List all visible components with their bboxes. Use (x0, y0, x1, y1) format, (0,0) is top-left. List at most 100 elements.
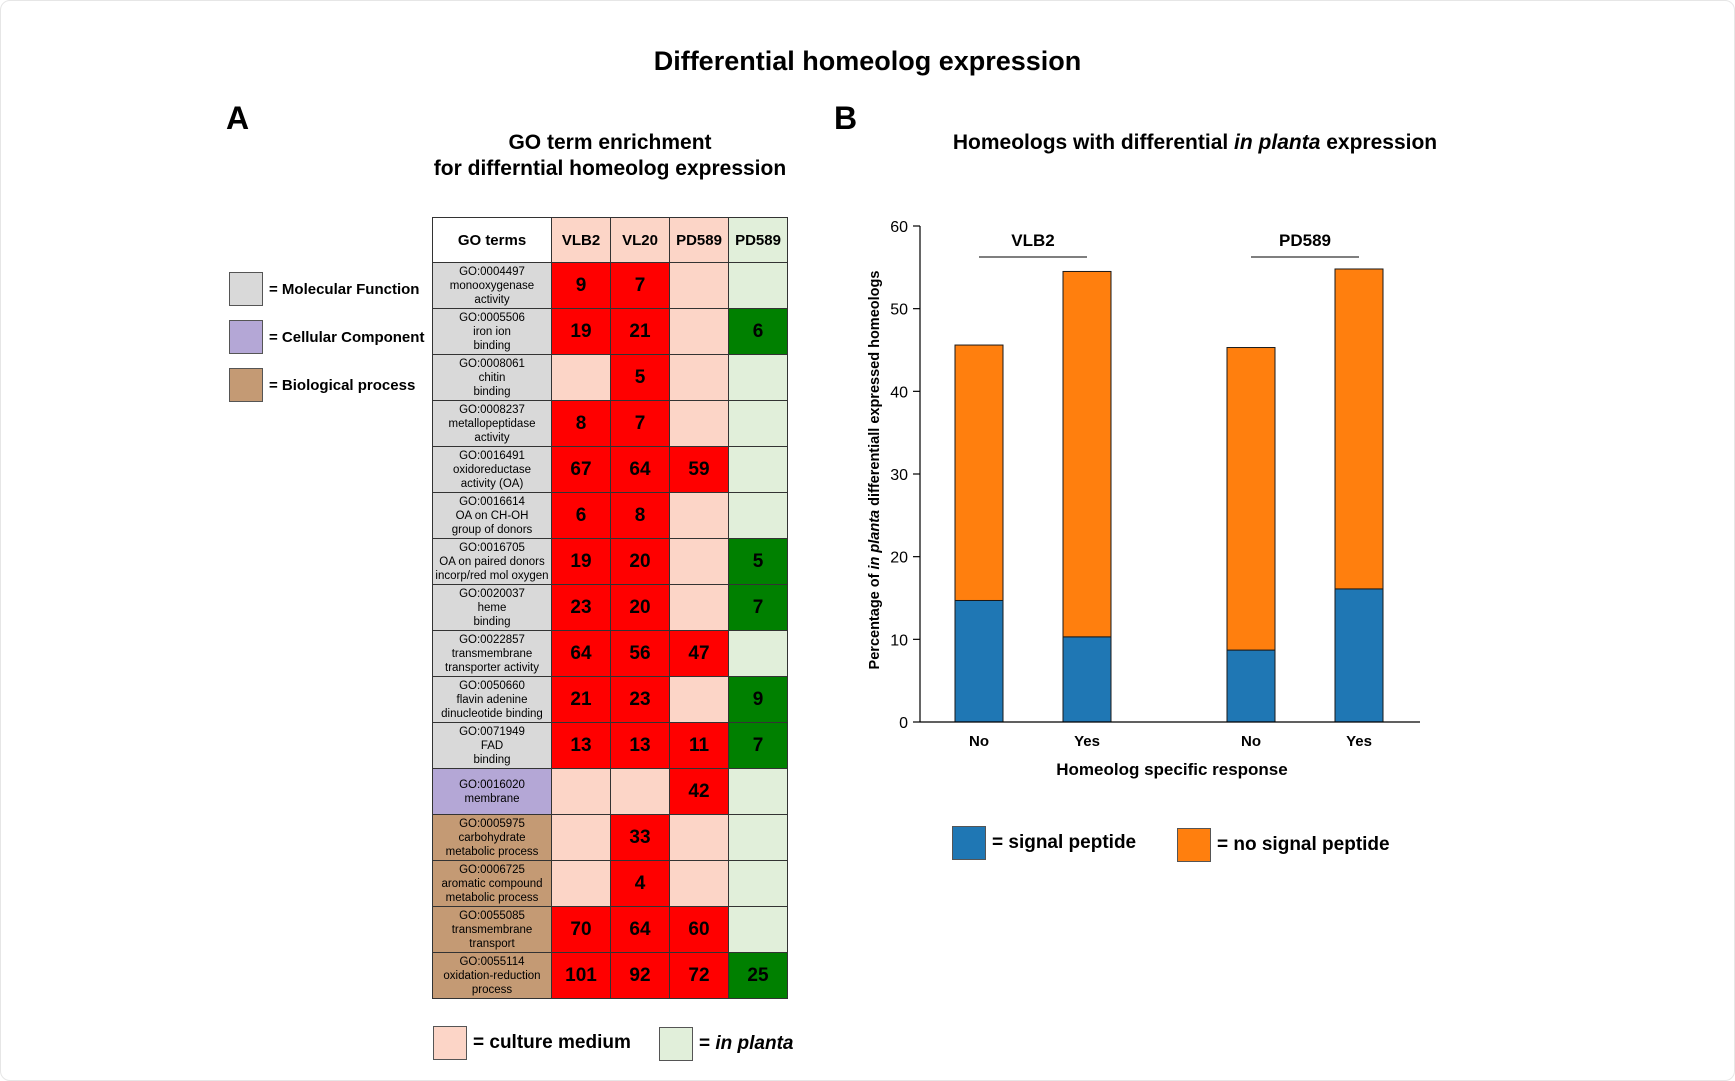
table-row: GO:0055085 transmembrane transport 70 64 60 (432, 906, 788, 953)
go-term-line: OA on CH-OH (455, 509, 529, 522)
enrichment-count-cell: 21 (610, 308, 670, 355)
panel-b-title: Homeologs with differential in planta ex… (900, 130, 1490, 156)
enrichment-count-cell: 72 (669, 952, 729, 999)
go-term-line: transmembrane (451, 923, 533, 936)
go-term-cell: GO:0022857 transmembrane transporter activ… (432, 630, 552, 677)
signal-peptide-swatch (952, 826, 986, 860)
table-row: GO:0006725 aromatic compound metabolic pro… (432, 860, 788, 907)
bar-no-signal-peptide-1 (1062, 270, 1112, 638)
go-term-line: GO:0005506 (459, 311, 525, 324)
legend-signal-peptide: = signal peptide (952, 826, 1136, 860)
go-term-cell: GO:0006725 aromatic compound metabolic pro… (432, 860, 552, 907)
legend-label: = Molecular Function (269, 280, 420, 298)
enrichment-count-cell (728, 630, 788, 677)
enrichment-count-cell (728, 860, 788, 907)
go-term-line: GO:0055085 (459, 909, 525, 922)
table-row: GO:0005975 carbohydrate metabolic process 3… (432, 814, 788, 861)
go-term-cell: GO:0008061 chitin binding (432, 354, 552, 401)
enrichment-count-cell: 25 (728, 952, 788, 999)
enrichment-count-cell: 13 (610, 722, 670, 769)
go-term-cell: GO:0055085 transmembrane transport (432, 906, 552, 953)
enrichment-count-cell: 60 (669, 906, 729, 953)
go-term-line: oxidation-reduction (443, 969, 541, 982)
enrichment-count-cell (669, 262, 729, 309)
x-tick-label: No (969, 733, 989, 750)
table-row: GO:0022857 transmembrane transporter activ… (432, 630, 788, 677)
enrichment-count-cell: 70 (551, 906, 611, 953)
table-row: GO:0016020 membrane 42 (432, 768, 788, 815)
enrichment-count-cell: 7 (728, 722, 788, 769)
molecular-function-swatch (229, 272, 263, 306)
enrichment-count-cell (728, 400, 788, 447)
legend-label: = signal peptide (992, 832, 1137, 853)
legend-label-prefix: = (699, 1033, 716, 1054)
enrichment-count-cell: 21 (551, 676, 611, 723)
enrichment-count-cell (551, 354, 611, 401)
go-term-line: GO:0050660 (459, 679, 525, 692)
group-labels: VLB2 PD589 (979, 231, 1359, 258)
go-term-cell: GO:0005506 iron ion binding (432, 308, 552, 355)
enrichment-count-cell: 9 (728, 676, 788, 723)
enrichment-count-cell: 5 (728, 538, 788, 585)
enrichment-count-cell: 8 (610, 492, 670, 539)
table-row: GO:0055114 oxidation-reduction process 101 9… (432, 952, 788, 999)
enrichment-count-cell: 101 (551, 952, 611, 999)
go-term-line: binding (473, 753, 511, 766)
enrichment-count-cell: 59 (669, 446, 729, 493)
enrichment-count-cell: 19 (551, 538, 611, 585)
go-term-line: transporter activity (445, 661, 539, 674)
x-tick-label: Yes (1074, 733, 1100, 750)
go-term-line: binding (473, 615, 511, 628)
enrichment-count-cell: 47 (669, 630, 729, 677)
go-term-line: GO:0055114 (459, 955, 525, 968)
bar-signal-peptide-1 (1062, 636, 1112, 723)
panel-a-title: GO term enrichment for differntial homeo… (400, 130, 820, 182)
go-term-line: GO:0005975 (459, 817, 525, 830)
go-term-line: incorp/red mol oxygen (435, 569, 549, 582)
enrichment-count-cell (728, 814, 788, 861)
panel-b-title-italic: in planta (1234, 131, 1321, 154)
y-tick-label: 30 (890, 467, 908, 484)
enrichment-count-cell (669, 400, 729, 447)
enrichment-count-cell: 7 (610, 262, 670, 309)
enrichment-count-cell: 11 (669, 722, 729, 769)
enrichment-count-cell: 67 (551, 446, 611, 493)
go-term-line: OA on paired donors (439, 555, 545, 568)
y-tick-label: 40 (890, 384, 908, 401)
table-row: GO:0016705 OA on paired donors incorp/red … (432, 538, 788, 585)
go-term-line: GO:0004497 (459, 265, 525, 278)
enrichment-count-cell (669, 538, 729, 585)
go-term-line: binding (473, 385, 511, 398)
enrichment-count-cell (551, 860, 611, 907)
go-term-line: metabolic process (445, 891, 539, 904)
go-term-line: transport (469, 937, 515, 950)
y-tick-label: 20 (890, 550, 908, 567)
go-term-line: GO:0008061 (459, 357, 525, 370)
go-term-line: metallopeptidase (448, 417, 536, 430)
go-term-line: GO:0016614 (459, 495, 525, 508)
enrichment-count-cell: 56 (610, 630, 670, 677)
legend-label: = Biological process (269, 376, 416, 394)
go-term-line: carbohydrate (458, 831, 526, 844)
go-term-line: activity (474, 293, 510, 306)
x-tick-label: No (1241, 733, 1261, 750)
go-term-line: membrane (464, 792, 520, 805)
x-tick-label: Yes (1346, 733, 1372, 750)
table-row: GO:0016491 oxidoreductase activity (OA) 67 6… (432, 446, 788, 493)
legend-label: = Cellular Component (269, 328, 425, 346)
y-tick-label: 50 (890, 302, 908, 319)
column-header: VL20 (610, 217, 670, 263)
go-term-line: metabolic process (445, 845, 539, 858)
go-term-cell: GO:0005975 carbohydrate metabolic process (432, 814, 552, 861)
go-term-line: oxidoreductase (453, 463, 531, 476)
table-row: GO:0016614 OA on CH-OH group of donors 6 8 (432, 492, 788, 539)
table-row: GO:0050660 flavin adenine dinucleotide bin… (432, 676, 788, 723)
enrichment-count-cell: 5 (610, 354, 670, 401)
bar-no-signal-peptide-3 (1334, 268, 1384, 590)
legend-culture-medium: = culture medium (433, 1026, 631, 1060)
go-term-cell: GO:0016020 membrane (432, 768, 552, 815)
go-term-line: aromatic compound (441, 877, 543, 890)
panel-a-title-line1: GO term enrichment (508, 131, 712, 154)
go-term-cell: GO:0016705 OA on paired donors incorp/red … (432, 538, 552, 585)
